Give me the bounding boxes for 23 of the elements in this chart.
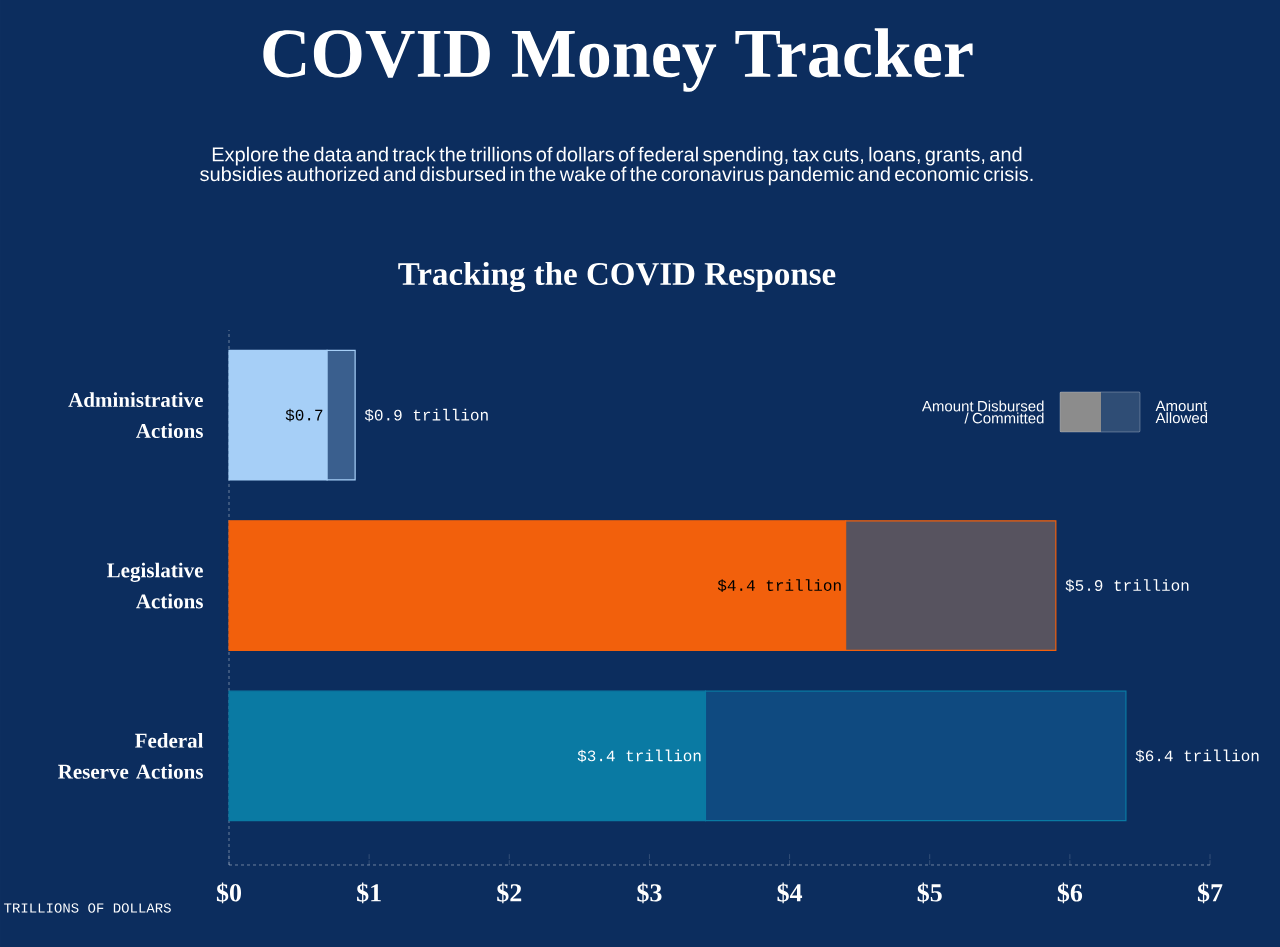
text: Tracking the COVID Response [398,261,836,293]
total-label: $5.9 trillion [1065,579,1189,592]
data-label: $3.4 trillion [577,749,701,763]
x-tick-label: $0 [216,882,242,904]
x-tick-label: $6 [1057,882,1083,904]
text: Amount Disbursed / Committed [921,400,1044,424]
chart-subtitle: Explore the data and track the trillions of dollars of federal spending, tax cuts, loans, grants, and subsidies authorized and disbursed in the wake of the coronavirus pandemic and economic crisis. [200,146,1033,186]
x-tick-label: $3 [637,882,662,904]
data-label: $4.4 trillion [717,579,841,592]
chart-title: COVID Money Tracker [263,28,973,92]
x-tick-label: $5 [917,882,942,904]
x-axis-title: TRILLIONS OF DOLLARS [4,903,171,913]
y-tick-label: Legislative Actions [107,562,203,609]
data-label: $0.7 [285,408,323,422]
x-tick-label: $1 [357,882,381,904]
x-tick-label: $4 [777,882,803,904]
total-label: $0.9 trillion [364,408,488,422]
total-label: $6.4 trillion [1135,749,1259,763]
x-tick-label: $7 [1197,882,1223,904]
y-tick-label: Federal Reserve Actions [58,733,204,779]
x-tick-label: $2 [497,882,522,904]
text: Amount Allowed [1155,400,1208,424]
y-tick-label: Administrative Actions [68,392,203,439]
